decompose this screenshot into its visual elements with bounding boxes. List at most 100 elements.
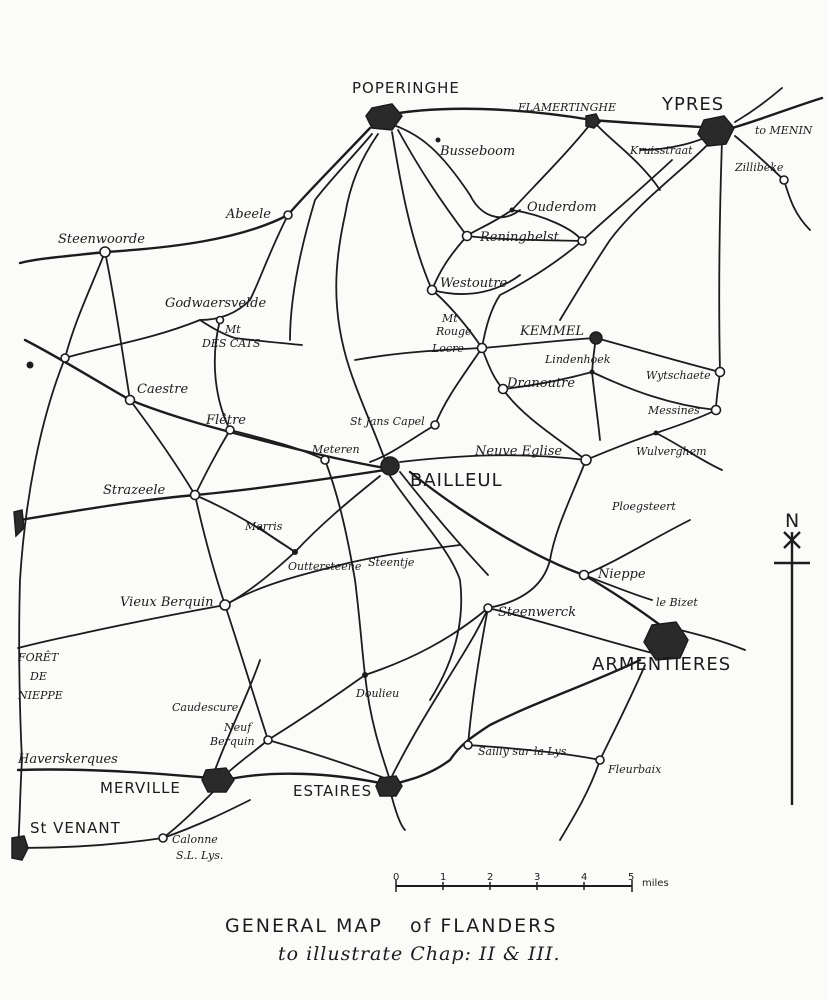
village-marker-meteren <box>320 455 330 465</box>
village-marker-sailly <box>463 740 473 750</box>
road-haverskerques-merville <box>16 768 212 780</box>
label-strazeele: Strazeele <box>103 483 165 498</box>
label-doulieu: Doulieu <box>355 687 399 700</box>
town-marker-armentieres <box>643 621 689 661</box>
road-stjans-meteren <box>369 424 436 463</box>
map-title-block: GENERAL MAP of FLANDERS to illustrate Ch… <box>225 915 560 965</box>
road-flamertinghe-ouderdom <box>466 121 593 237</box>
label-st-venant: St VENANT <box>30 819 121 837</box>
town-marker-bailleul <box>380 456 400 476</box>
village-marker-locre <box>476 342 488 354</box>
road-ypres-zillibeke <box>734 135 785 181</box>
road-dranoutre-neuveeglise <box>502 388 587 461</box>
hamlet-marker-merris <box>258 526 262 530</box>
label-reninghelst: Reninghelst <box>479 230 560 245</box>
road-fleurbaix-south <box>559 759 601 841</box>
label-westoutre: Westoutre <box>440 276 508 291</box>
road-westoutre-locre <box>431 289 483 349</box>
road-vieuxberquin-neufberquin <box>224 604 269 741</box>
road-steenwerck-estaires <box>389 607 489 781</box>
label-caestre: Caestre <box>137 382 189 397</box>
hamlet-marker-lindenhoek <box>589 369 595 375</box>
label-sailly: Sailly sur la Lys <box>478 745 567 758</box>
town-marker-stvenant <box>11 835 29 861</box>
village-marker-calonne <box>158 833 168 843</box>
road-caestre-bailleul <box>23 338 387 470</box>
label-poperinghe: POPERINGHE <box>352 79 460 97</box>
road-bailleul-outtersteene <box>224 475 381 606</box>
label-abeele: Abeele <box>225 207 271 222</box>
scale-label-3: 3 <box>534 872 540 883</box>
scale-label-5: 5 <box>628 872 634 883</box>
label-foret-3: NIEPPE <box>17 689 63 702</box>
map-title-of: of FLANDERS <box>410 915 557 937</box>
road-lindenhoek-messines <box>591 371 717 411</box>
road-ypres-northeast <box>734 87 783 123</box>
road-wulverghem-south <box>655 432 723 471</box>
hamlet-marker-ouderdom <box>509 207 515 213</box>
road-stvenant-north <box>17 759 23 849</box>
north-label: N <box>785 510 801 532</box>
scale-bar: 0 1 2 3 4 5 miles <box>393 872 669 892</box>
label-mt-des-cats-1: Mt <box>224 323 241 336</box>
label-estaires: ESTAIRES <box>293 782 372 800</box>
village-marker-vieuxberquin <box>219 599 231 611</box>
town-marker-estaires <box>375 775 403 797</box>
hamlet-marker-west-edge <box>26 361 34 369</box>
label-ypres: YPRES <box>661 94 724 115</box>
road-poperinghe-reninghelst <box>397 129 468 237</box>
road-steenwoorde-south <box>64 251 106 359</box>
label-fleurbaix: Fleurbaix <box>607 763 662 776</box>
road-locre-dranoutre <box>481 347 504 390</box>
label-locre: Locre <box>431 342 464 355</box>
road-doulieu-estaires <box>364 674 391 781</box>
road-steenwerck-armentieres <box>487 607 661 656</box>
label-dranoutre: Dranoutre <box>506 376 575 391</box>
village-marker-fleurbaix <box>595 755 605 765</box>
road-bailleul-south <box>389 475 463 701</box>
road-doulieu-neufberquin <box>267 674 366 741</box>
road-poperinghe-steenwoorde <box>18 126 372 265</box>
road-fletre-meteren <box>229 429 326 461</box>
hamlet-marker-wulverghem <box>653 430 659 436</box>
label-to-menin: to MENIN <box>755 124 813 137</box>
road-locre-kemmel <box>481 337 597 349</box>
hamlet-marker-busseboom <box>435 137 441 143</box>
road-west-long <box>18 357 66 761</box>
label-neuve-eglise: Neuve Eglise <box>474 444 562 459</box>
settlement-markers <box>11 103 789 861</box>
label-meteren: Meteren <box>311 443 360 456</box>
road-ypres-kemmel <box>559 137 715 321</box>
village-marker-messines <box>710 404 722 416</box>
road-poperinghe-abeele <box>289 133 373 341</box>
road-steenwerck-doulieu <box>364 607 489 676</box>
town-marker-merville <box>201 767 235 793</box>
road-reninghelst-westoutre <box>431 235 468 291</box>
road-lindenhoek-south <box>591 371 601 441</box>
label-st-jans-capel: St Jans Capel <box>350 415 425 428</box>
label-kemmel: KEMMEL <box>519 324 584 339</box>
village-marker-neuveeglise <box>580 454 592 466</box>
road-armentieres-fleurbaix <box>599 664 646 761</box>
label-mt-rouge-2: Rouge <box>435 325 472 338</box>
road-godwaersvelde-west <box>64 319 201 359</box>
label-fletre: Flêtre <box>205 413 246 428</box>
road-reninghelst-southeast <box>481 240 583 349</box>
village-marker-fletre <box>225 425 235 435</box>
road-dranoutre-lindenhoek <box>502 371 593 390</box>
road-bailleul-nieppe <box>399 471 489 576</box>
road-flamertinghe-kruisstraat <box>595 123 661 191</box>
town-marker-flamertinghe <box>585 113 601 129</box>
label-haverskerques: Haverskerques <box>17 752 118 767</box>
village-marker-wytschaete <box>714 366 726 378</box>
hamlet-marker-doulieu <box>362 672 368 678</box>
town-marker-foret-edge <box>13 509 25 538</box>
north-arrow-head-icon <box>783 531 801 549</box>
road-kemmel-wytschaete <box>595 337 721 373</box>
label-zillibeke: Zillibeke <box>734 161 784 174</box>
road-bailleul-armentieres <box>408 470 662 627</box>
road-armentieres-east <box>679 629 746 651</box>
scale-label-1: 1 <box>440 872 446 883</box>
road-caestre-strazeele <box>129 399 196 496</box>
